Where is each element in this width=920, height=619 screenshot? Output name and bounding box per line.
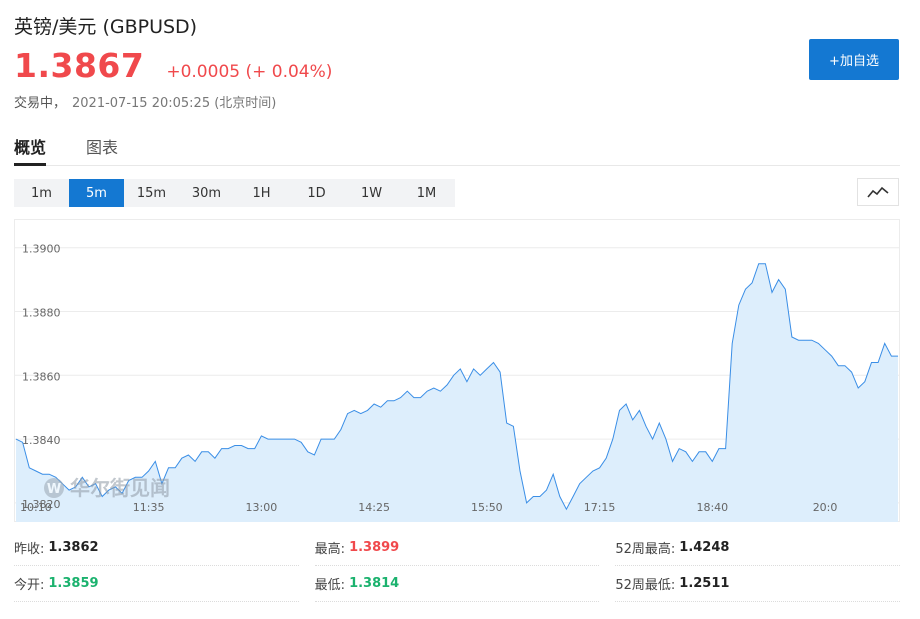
stat-label: 52周最低: <box>615 578 676 593</box>
period-5m[interactable]: 5m <box>69 179 124 207</box>
stat-value: 1.3899 <box>349 540 400 555</box>
line-chart-icon <box>867 186 889 198</box>
current-price: 1.3867 <box>14 46 145 85</box>
stat-label: 今开: <box>14 578 45 593</box>
price-change: +0.0005 (+ 0.04%) <box>166 62 333 82</box>
stat-label: 最低: <box>314 578 346 593</box>
x-tick-label: 15:50 <box>471 501 503 514</box>
y-tick-label: 1.3840 <box>22 434 61 447</box>
stat-label: 最高: <box>314 542 346 557</box>
x-tick-label: 13:00 <box>246 501 278 514</box>
add-watchlist-button[interactable]: +加自选 <box>809 39 899 80</box>
y-tick-label: 1.3900 <box>22 243 61 256</box>
trading-status: 交易中， 2021-07-15 20:05:25 (北京时间) <box>14 92 276 111</box>
period-1d[interactable]: 1D <box>307 185 326 201</box>
period-30m[interactable]: 30m <box>191 185 222 201</box>
svg-text:W: W <box>47 482 61 497</box>
x-tick-label: 10:10 <box>20 501 52 514</box>
watermark-logo: W 华尔街见闻 <box>44 476 170 500</box>
chart-type-button[interactable] <box>857 178 899 206</box>
period-15m[interactable]: 15m <box>136 185 167 201</box>
stat-value: 1.3862 <box>48 540 99 555</box>
tab-overview[interactable]: 概览 <box>14 132 47 166</box>
price-area <box>16 263 898 522</box>
price-line <box>15 263 898 511</box>
stat-prev-close: 昨收: 1.3862 <box>14 530 299 566</box>
stat-low: 最低: 1.3814 <box>314 566 600 602</box>
y-tick-label: 1.3820 <box>22 498 61 511</box>
stat-label: 52周最高: <box>615 542 676 557</box>
x-tick-label: 18:40 <box>696 501 728 514</box>
x-tick-label: 17:15 <box>584 501 616 514</box>
instrument-title: 英镑/美元 (GBPUSD) <box>14 16 198 38</box>
stat-52w-high: 52周最高: 1.4248 <box>615 530 901 566</box>
stat-value: 1.3814 <box>349 576 400 591</box>
x-tick-label: 11:35 <box>133 501 165 514</box>
y-tick-label: 1.3880 <box>22 306 61 319</box>
period-selector: 1m 5m 15m 30m 1H 1D 1W 1M <box>14 179 455 207</box>
period-1m[interactable]: 1m <box>31 185 52 201</box>
stats-row: 今开: 1.3859 最低: 1.3814 52周最低: 1.2511 <box>14 566 901 602</box>
tab-chart[interactable]: 图表 <box>86 138 119 157</box>
stat-52w-low: 52周最低: 1.2511 <box>615 566 901 602</box>
price-row: 1.3867 +0.0005 (+ 0.04%) <box>14 46 332 86</box>
stat-open: 今开: 1.3859 <box>14 566 299 602</box>
period-1w[interactable]: 1W <box>360 185 383 201</box>
watermark-text: 华尔街见闻 <box>70 476 170 500</box>
stat-label: 昨收: <box>14 542 45 557</box>
stat-value: 1.2511 <box>679 576 730 591</box>
stat-value: 1.4248 <box>679 540 730 555</box>
x-tick-label: 20:0 <box>813 501 838 514</box>
stats-panel: 昨收: 1.3862 最高: 1.3899 52周最高: 1.4248 今开: … <box>14 530 901 602</box>
status-text: 交易中， <box>14 96 67 111</box>
view-tabs: 概览 图表 <box>14 132 900 166</box>
status-timestamp: 2021-07-15 20:05:25 (北京时间) <box>72 96 277 111</box>
stat-value: 1.3859 <box>48 576 99 591</box>
x-tick-label: 14:25 <box>358 501 390 514</box>
y-tick-label: 1.3860 <box>22 370 61 383</box>
period-1mo[interactable]: 1M <box>416 185 437 201</box>
period-1h[interactable]: 1H <box>252 185 271 201</box>
stats-row: 昨收: 1.3862 最高: 1.3899 52周最高: 1.4248 <box>14 530 901 566</box>
stat-high: 最高: 1.3899 <box>314 530 600 566</box>
